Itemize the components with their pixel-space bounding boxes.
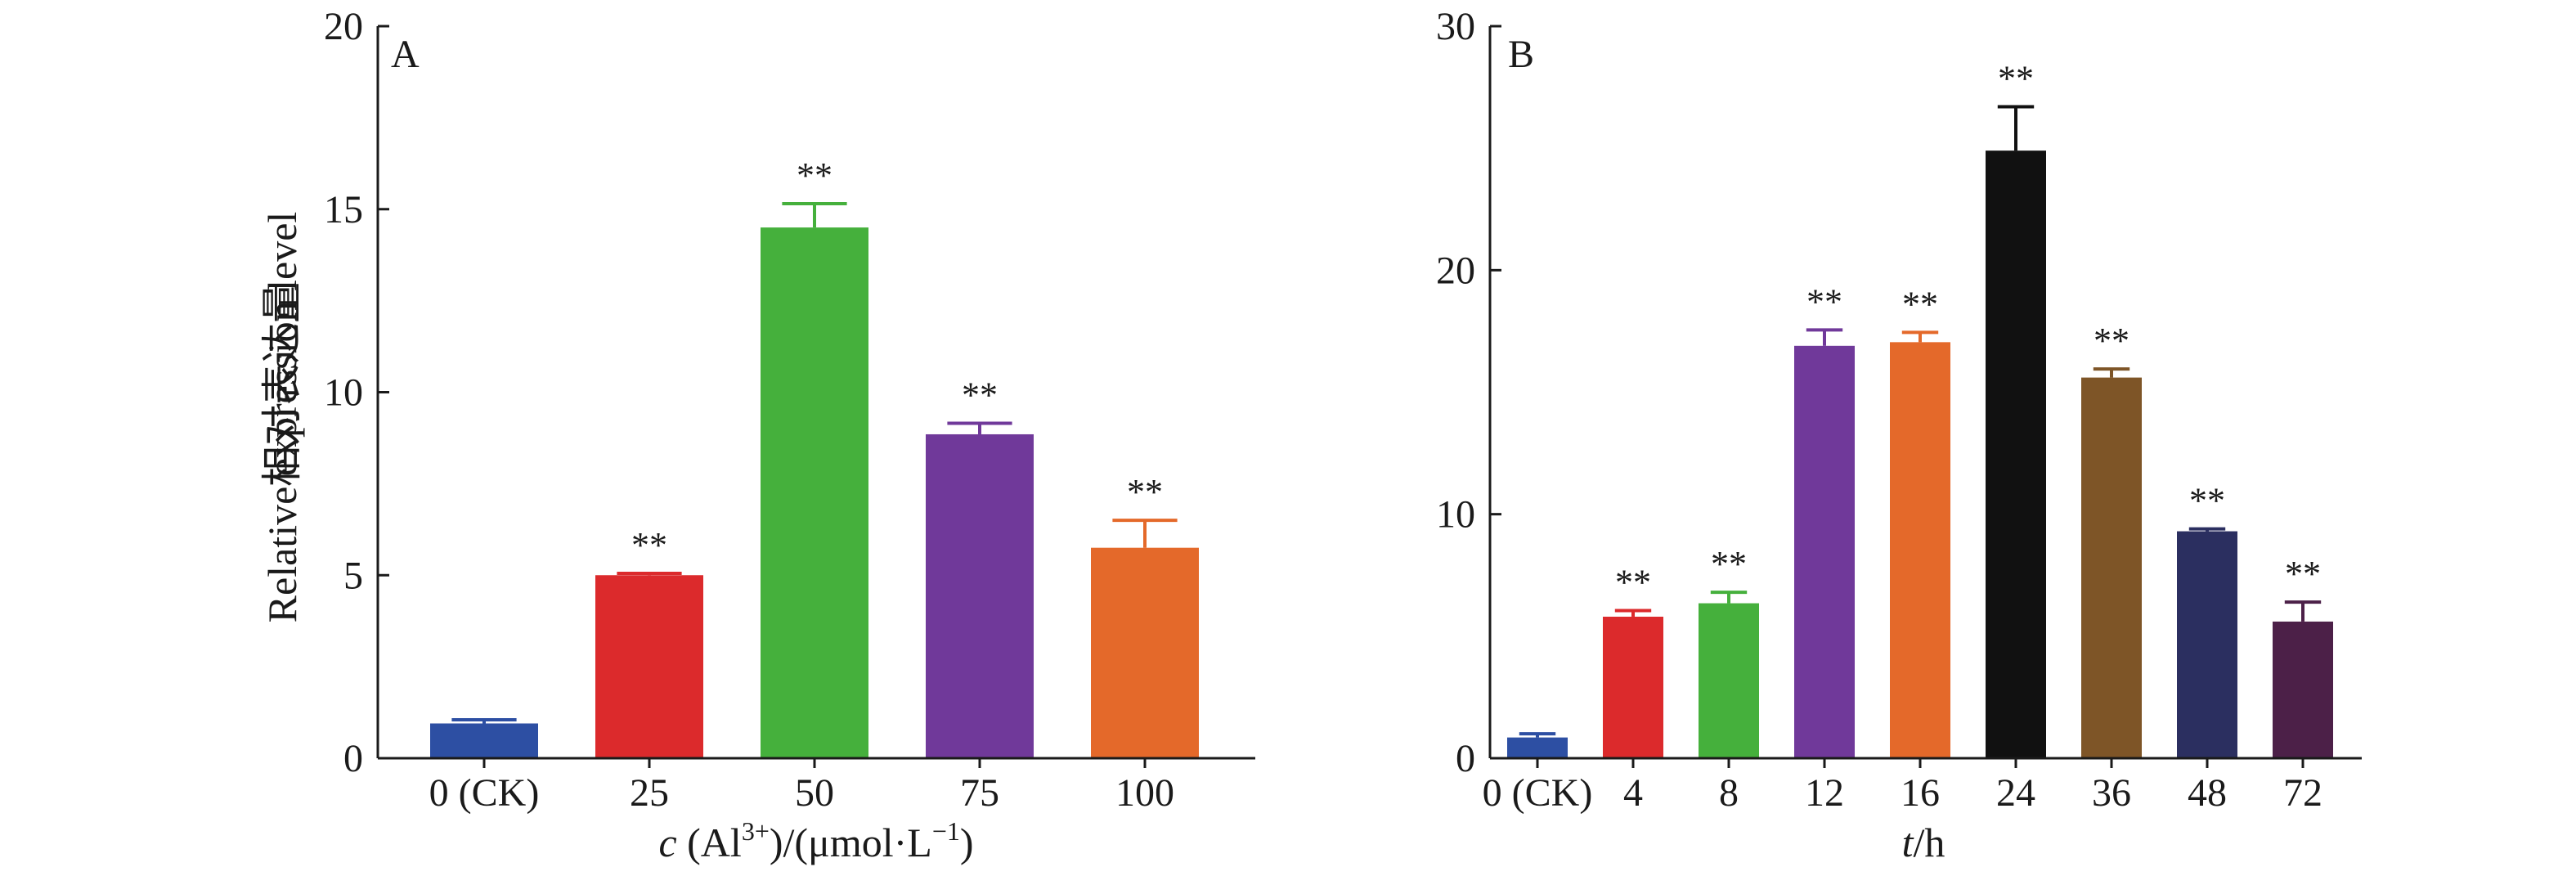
significance-label-b-4: ** — [1902, 284, 1938, 324]
x-axis-title-a-mid: )/(μmol·L — [770, 820, 932, 865]
y-tick-label-b-2: 20 — [1436, 249, 1475, 292]
significance-label-b-2: ** — [1711, 544, 1747, 584]
significance-label-b-3: ** — [1806, 281, 1842, 321]
x-axis-title-b: t/h — [1902, 820, 1945, 865]
chart-panel-b: B 0 10 20 30 0 (CK) ** 4 ** 8 ** 12 ** 16 ** 24 ** 36 ** 4… — [1436, 5, 2362, 865]
bar-b-1 — [1603, 616, 1663, 758]
significance-label-a-1: ** — [631, 525, 667, 565]
bar-b-3 — [1794, 345, 1855, 758]
bar-a-1 — [595, 575, 703, 758]
x-tick-label-a-3: 75 — [960, 771, 999, 815]
y-tick-label-a-4: 20 — [324, 5, 363, 48]
y-tick-label-b-1: 10 — [1436, 493, 1475, 537]
x-tick-label-b-1: 4 — [1623, 771, 1643, 815]
x-axis-title-b-rest: /h — [1914, 820, 1945, 865]
bar-a-0 — [430, 723, 538, 758]
bar-b-4 — [1890, 342, 1950, 758]
panel-b-marks: 0 10 20 30 0 (CK) ** 4 ** 8 ** 12 ** 16 ** 24 ** 36 ** 48 *… — [1436, 5, 2333, 815]
x-axis-title-a-var: c — [658, 820, 676, 865]
x-axis-title-a-sup: 3+ — [742, 816, 770, 846]
y-tick-label-a-1: 5 — [343, 554, 363, 597]
significance-label-a-3: ** — [962, 375, 998, 416]
bar-b-6 — [2081, 377, 2142, 758]
significance-label-a-2: ** — [797, 155, 832, 195]
y-tick-label-a-0: 0 — [343, 737, 363, 780]
x-tick-label-b-8: 72 — [2283, 771, 2322, 815]
x-tick-label-b-0: 0 (CK) — [1483, 771, 1593, 815]
panel-label-a: A — [391, 33, 420, 76]
bar-b-5 — [1986, 150, 2046, 758]
significance-label-a-4: ** — [1127, 472, 1163, 512]
x-tick-label-b-3: 12 — [1805, 771, 1844, 815]
bar-b-2 — [1699, 603, 1759, 758]
y-axis-title-english: Relative expression level — [259, 212, 305, 623]
panel-a-marks: 0 5 10 15 20 0 (CK) ** 25 ** 50 ** 75 ** 100 — [324, 5, 1199, 815]
x-tick-label-b-2: 8 — [1719, 771, 1739, 815]
y-tick-label-b-3: 30 — [1436, 5, 1475, 48]
bar-b-7 — [2177, 531, 2237, 758]
y-axis-title-chinese: 相对表达量 — [259, 282, 305, 487]
x-axis-title-a-close: ) — [960, 820, 974, 865]
x-axis-title-a-open: (Al — [677, 820, 742, 865]
bar-a-2 — [761, 227, 868, 758]
panel-label-b: B — [1508, 33, 1534, 76]
y-tick-label-a-2: 10 — [324, 371, 363, 415]
significance-label-b-7: ** — [2189, 481, 2225, 521]
x-tick-label-a-1: 25 — [630, 771, 669, 815]
bar-a-3 — [926, 434, 1034, 758]
significance-label-b-1: ** — [1615, 563, 1651, 603]
significance-label-b-8: ** — [2285, 554, 2321, 594]
x-tick-label-b-6: 36 — [2092, 771, 2131, 815]
y-tick-label-b-0: 0 — [1456, 737, 1475, 780]
x-axis-title-a-unit-sup: −1 — [932, 816, 960, 846]
x-tick-label-a-4: 100 — [1115, 771, 1174, 815]
y-tick-label-a-3: 15 — [324, 188, 363, 231]
x-tick-label-a-2: 50 — [795, 771, 834, 815]
bar-b-0 — [1507, 737, 1568, 758]
x-tick-label-b-7: 48 — [2188, 771, 2227, 815]
x-tick-label-b-5: 24 — [1996, 771, 2035, 815]
x-tick-label-b-4: 16 — [1901, 771, 1940, 815]
x-axis-title-a: c (Al3+)/(μmol·L−1) — [658, 816, 973, 865]
significance-label-b-6: ** — [2094, 321, 2129, 361]
x-axis-title-b-var: t — [1902, 820, 1914, 865]
bar-a-4 — [1091, 547, 1199, 758]
significance-label-b-5: ** — [1998, 58, 2034, 98]
x-tick-label-a-0: 0 (CK) — [429, 771, 540, 815]
bar-b-8 — [2273, 621, 2333, 758]
